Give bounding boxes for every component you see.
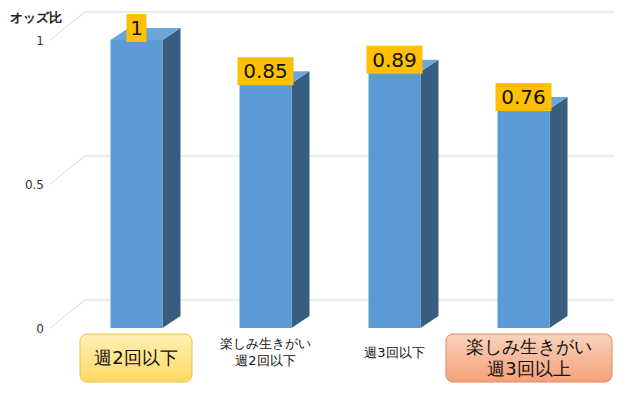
label-line: 週2回以下 xyxy=(235,353,295,368)
data-label-box xyxy=(127,14,147,42)
data-label: 0.89 xyxy=(372,48,417,72)
x-tick-label: 楽しみ生きがい週2回以下 xyxy=(220,336,311,368)
grid-line xyxy=(50,12,615,40)
label-line: 楽しみ生きがい xyxy=(220,336,311,351)
chart-svg: オッズ比00.5110.850.890.76週2回以下楽しみ生きがい週2回以下週… xyxy=(0,0,640,394)
data-label-box xyxy=(238,57,294,85)
data-label: 0.76 xyxy=(501,85,546,109)
y-axis-title: オッズ比 xyxy=(10,10,62,25)
bar-side xyxy=(292,71,310,328)
label-line: 週3回以上 xyxy=(487,358,570,379)
label-line: 週3回以下 xyxy=(364,345,424,360)
bar xyxy=(369,72,421,328)
x-tick-label: 楽しみ生きがい週3回以上 xyxy=(466,336,592,379)
y-tick-label: 1 xyxy=(36,34,44,48)
bars xyxy=(111,28,568,328)
bar xyxy=(498,109,550,328)
data-label-box xyxy=(496,83,552,111)
bar xyxy=(240,83,292,328)
data-label-box xyxy=(367,46,423,74)
x-tick-label: 週3回以下 xyxy=(364,345,424,360)
category-box xyxy=(446,334,612,382)
bar-side xyxy=(550,97,568,328)
category-box xyxy=(80,334,192,382)
data-label: 0.85 xyxy=(243,59,288,83)
y-tick-label: 0.5 xyxy=(25,178,44,192)
label-line: 週2回以下 xyxy=(94,347,177,368)
bar-side xyxy=(421,60,439,328)
bar xyxy=(111,40,163,328)
y-tick-label: 0 xyxy=(36,322,44,336)
x-tick-label: 週2回以下 xyxy=(94,347,177,368)
data-label: 1 xyxy=(130,16,143,40)
chart-container: オッズ比00.5110.850.890.76週2回以下楽しみ生きがい週2回以下週… xyxy=(0,0,640,394)
label-line: 楽しみ生きがい xyxy=(466,336,592,357)
bar-side xyxy=(163,28,181,328)
